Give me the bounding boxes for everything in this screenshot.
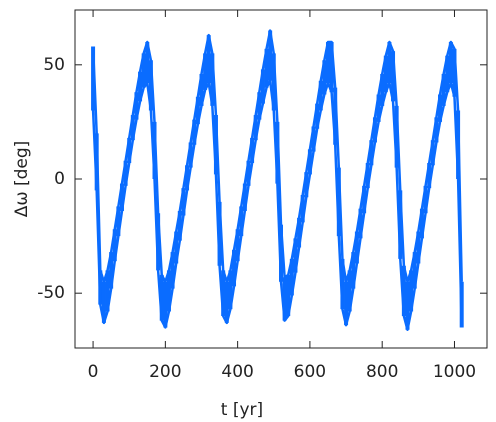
x-axis-label: t [yr] (221, 400, 263, 420)
y-tick-label: 0 (54, 169, 65, 189)
plot-area (91, 29, 464, 331)
x-tick-label: 1000 (433, 362, 476, 382)
x-tick-label: 600 (294, 362, 326, 382)
axes-frame (74, 9, 488, 349)
x-tick-label: 0 (88, 362, 99, 382)
y-axis-label: Δω [deg] (12, 141, 32, 218)
y-tick-label: -50 (37, 283, 65, 303)
x-tick-label: 200 (149, 362, 181, 382)
x-tick-label: 400 (221, 362, 253, 382)
lower-envelope (91, 79, 463, 331)
x-tick-label: 800 (366, 362, 398, 382)
y-tick-label: 50 (43, 55, 65, 75)
upper-envelope (91, 29, 463, 284)
